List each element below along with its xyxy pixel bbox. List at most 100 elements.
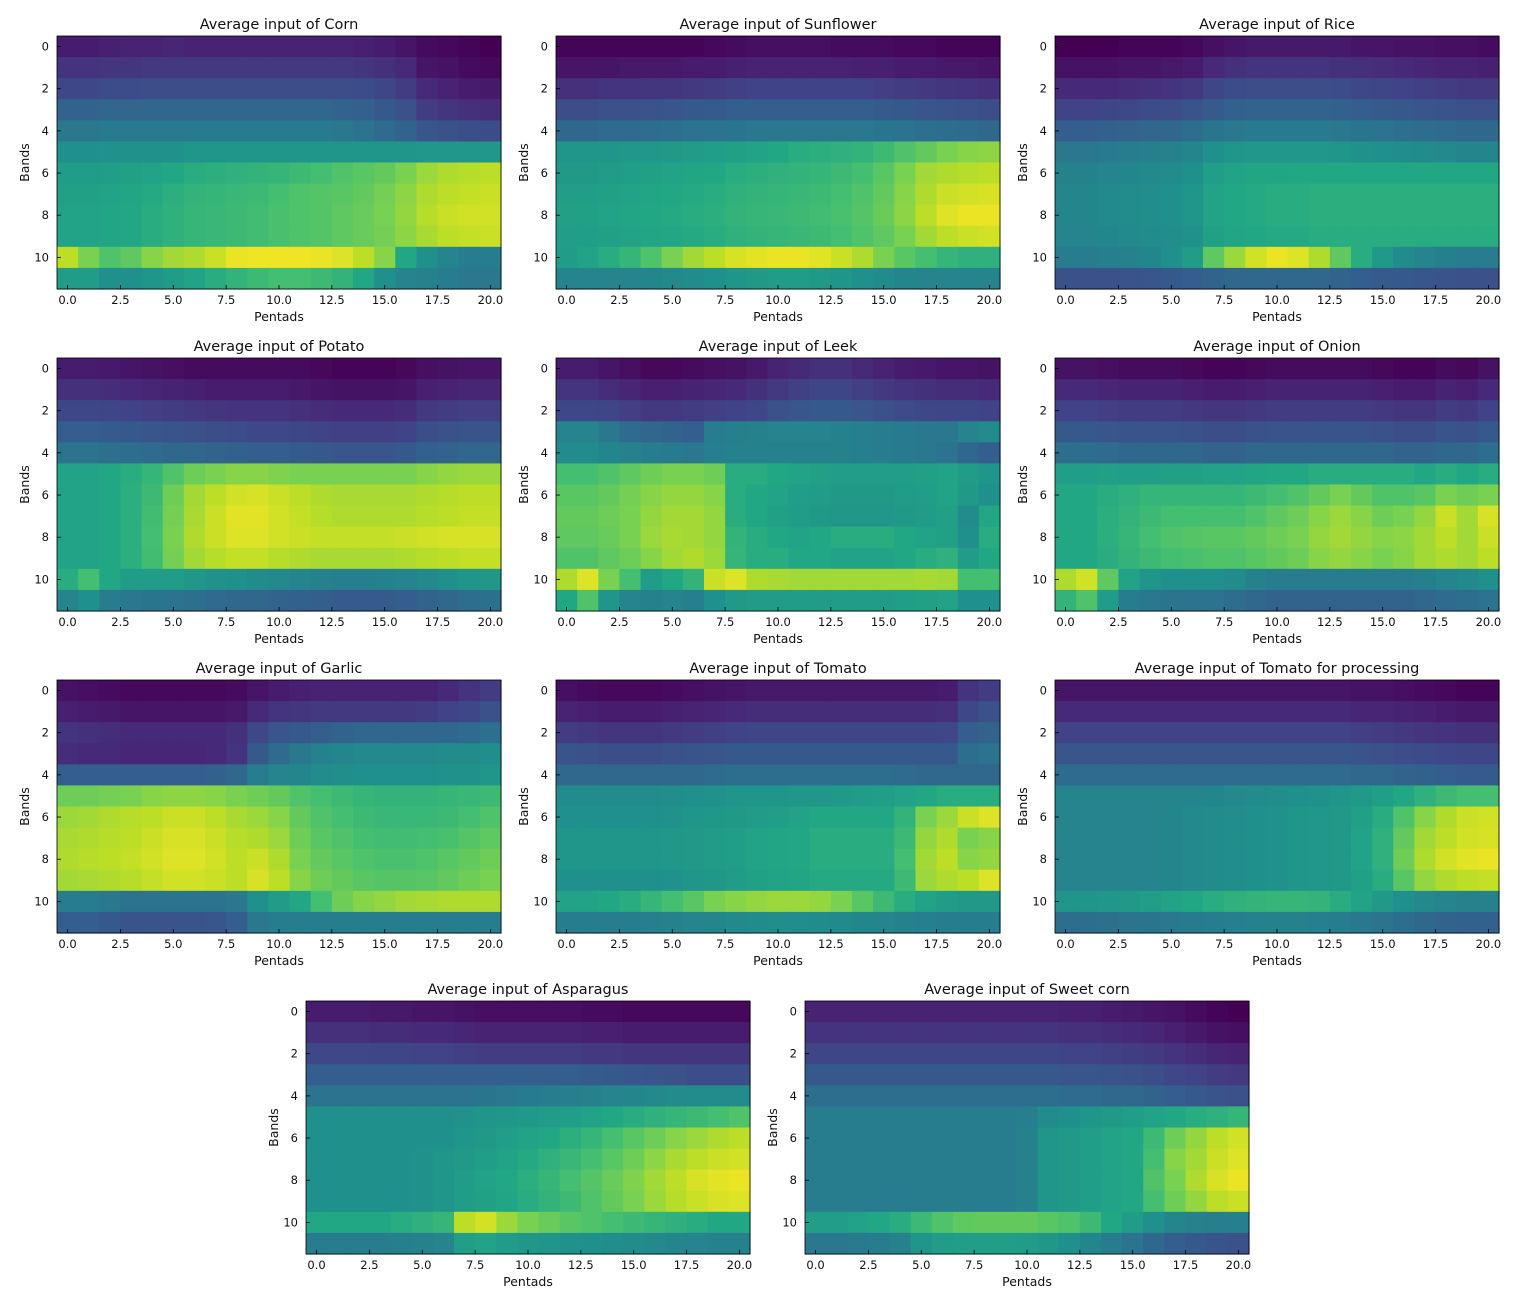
heatmap-cell	[183, 78, 206, 100]
heatmap-cell	[661, 379, 684, 401]
y-tick-label: 10	[533, 572, 548, 586]
heatmap-cell	[580, 1001, 603, 1023]
heatmap-cell	[353, 421, 375, 443]
heatmap-cell	[1435, 785, 1458, 808]
heatmap-cell	[78, 379, 100, 401]
heatmap-cell	[1308, 183, 1331, 206]
heatmap-cell	[205, 141, 227, 164]
heatmap-cell	[826, 1232, 848, 1255]
heatmap-cell	[395, 484, 418, 507]
heatmap-cell	[873, 358, 895, 380]
heatmap-cell	[1160, 99, 1183, 121]
heatmap-cell	[268, 267, 291, 290]
heatmap-cell	[852, 246, 874, 269]
heatmap-cell	[395, 505, 418, 528]
heatmap-cell	[686, 1106, 709, 1129]
heatmap-cell	[437, 442, 460, 465]
heatmap-cell	[395, 680, 418, 702]
heatmap-cell	[640, 547, 663, 570]
heatmap-cell	[353, 246, 375, 269]
heatmap-cell	[598, 183, 621, 206]
x-tick-label: 0.0	[1056, 615, 1074, 629]
heatmap-cell	[1351, 421, 1373, 443]
heatmap-cell	[120, 526, 143, 549]
heatmap-cell	[99, 421, 122, 443]
heatmap-cell	[598, 547, 621, 570]
heatmap-cell	[978, 680, 1001, 702]
heatmap-cell	[353, 722, 375, 744]
heatmap-cell	[458, 162, 481, 185]
heatmap-cell	[1101, 1232, 1123, 1255]
heatmap-cell	[577, 484, 599, 507]
heatmap-cell	[247, 680, 270, 702]
heatmap-cell	[809, 463, 832, 486]
heatmap-cell	[707, 1169, 730, 1192]
heatmap-cell	[331, 78, 354, 100]
heatmap-panel: 0.0 2.5 5.0 7.5 10.0 12.5 15.0 17.5 20.00246810A…	[1015, 17, 1501, 324]
heatmap-cell	[894, 421, 917, 443]
heatmap-cell	[1266, 526, 1289, 549]
heatmap-cell	[1203, 246, 1225, 269]
heatmap-cell	[640, 246, 663, 269]
heatmap-cell	[289, 505, 312, 528]
heatmap-cell	[1055, 911, 1077, 934]
x-tick-label: 7.5	[716, 615, 734, 629]
heatmap-cell	[623, 1001, 645, 1023]
heatmap-cell	[458, 183, 481, 206]
heatmap-cell	[416, 827, 439, 850]
heatmap-cell	[619, 764, 642, 787]
heatmap-cell	[183, 57, 206, 79]
heatmap-cell	[1037, 1106, 1060, 1129]
heatmap-cell	[577, 379, 599, 401]
heatmap-cell	[577, 890, 599, 913]
heatmap-cell	[580, 1190, 603, 1213]
heatmap-cell	[915, 120, 938, 143]
heatmap-cell	[390, 1169, 413, 1192]
heatmap-cell	[1139, 162, 1162, 185]
heatmap-cell	[577, 36, 599, 58]
heatmap-cell	[953, 1043, 975, 1065]
heatmap-cell	[1245, 911, 1268, 934]
heatmap-cell	[598, 99, 621, 121]
y-tick-label: 10	[533, 894, 548, 908]
heatmap-cell	[1097, 246, 1120, 269]
heatmap-cell	[1058, 1043, 1081, 1065]
heatmap-cell	[725, 848, 747, 871]
heatmap-cell	[830, 99, 853, 121]
heatmap-cell	[809, 225, 832, 248]
heatmap-cell	[1245, 827, 1268, 850]
heatmap-cell	[725, 890, 747, 913]
heatmap-cell	[978, 911, 1001, 934]
x-tick-label: 15.0	[372, 937, 398, 951]
heatmap-cell	[788, 379, 811, 401]
heatmap-cell	[788, 526, 811, 549]
x-tick-label: 5.0	[1162, 615, 1180, 629]
x-tick-label: 0.0	[58, 293, 76, 307]
heatmap-cell	[936, 848, 959, 871]
heatmap-cell	[682, 57, 705, 79]
heatmap-cell	[767, 99, 790, 121]
heatmap-cell	[1118, 204, 1141, 227]
heatmap-cell	[1266, 421, 1289, 443]
heatmap-cell	[1139, 743, 1162, 765]
y-axis-label: Bands	[17, 143, 32, 182]
heatmap-cell	[1224, 568, 1246, 591]
heatmap-cell	[704, 526, 726, 549]
heatmap-cell	[598, 379, 621, 401]
heatmap-cell	[432, 1169, 455, 1192]
heatmap-cell	[57, 162, 79, 185]
heatmap-cell	[289, 701, 312, 723]
heatmap-cell	[1206, 1232, 1229, 1255]
heatmap-cell	[894, 701, 917, 723]
x-tick-label: 20.0	[977, 937, 1003, 951]
heatmap-cell	[1079, 1190, 1102, 1213]
heatmap-cell	[704, 589, 726, 612]
heatmap-cell	[226, 568, 248, 591]
heatmap-cell	[1076, 204, 1098, 227]
heatmap-cell	[411, 1148, 434, 1171]
heatmap-cell	[826, 1148, 848, 1171]
heatmap-cell	[953, 1211, 975, 1234]
heatmap-cell	[1203, 680, 1225, 702]
heatmap-cell	[661, 246, 684, 269]
heatmap-cell	[725, 246, 747, 269]
